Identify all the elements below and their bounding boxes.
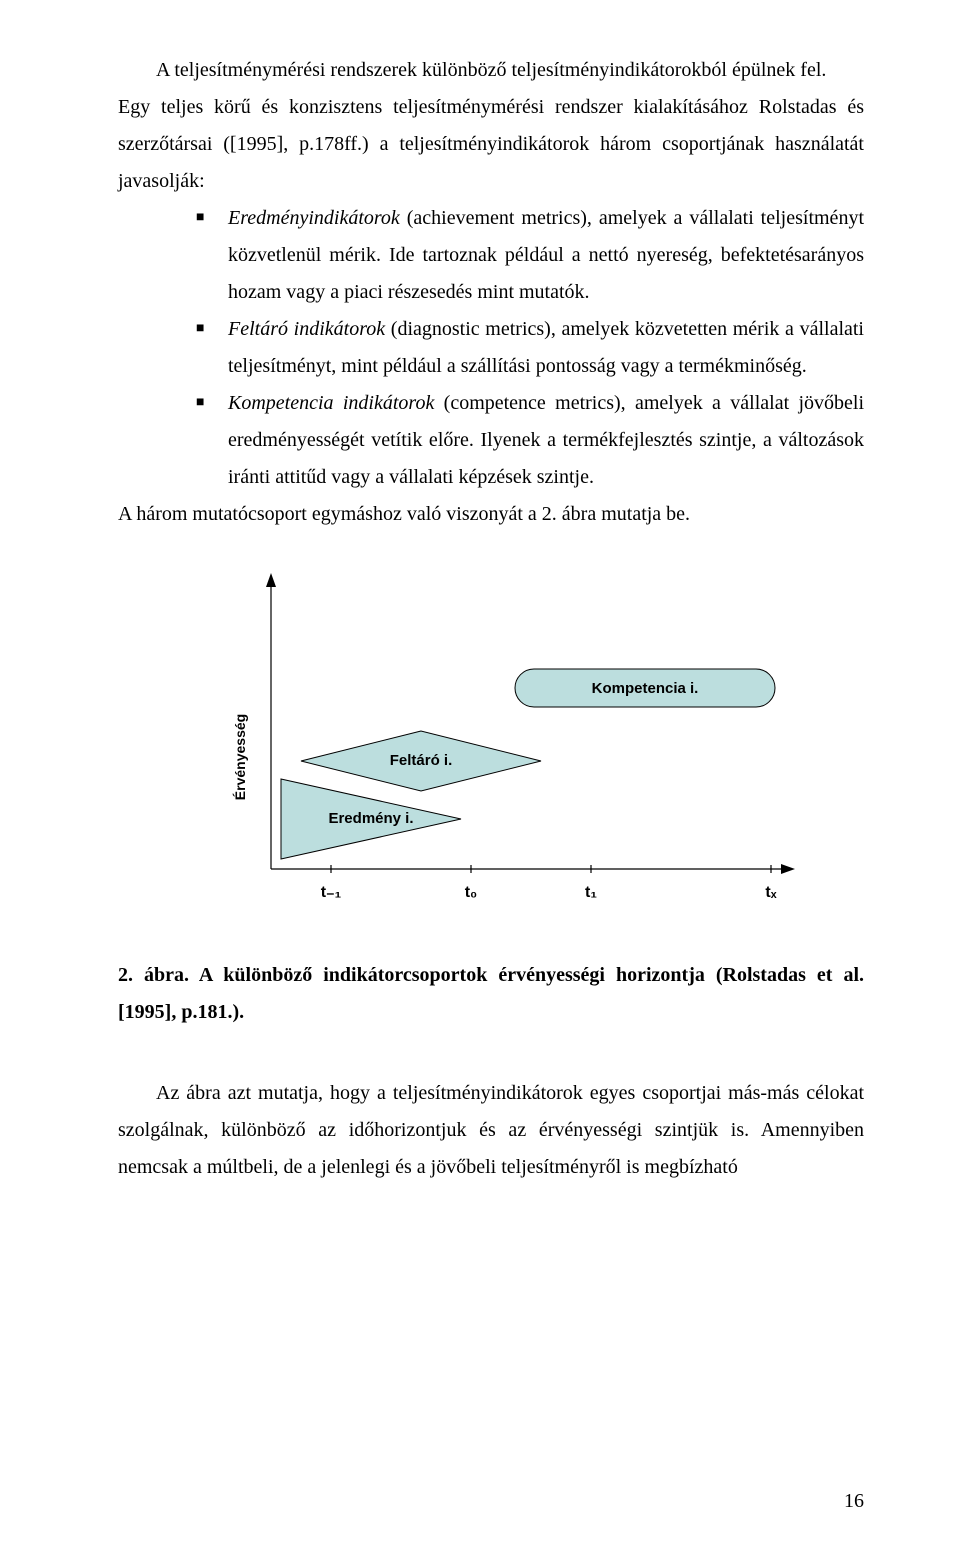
page-container: A teljesítménymérési rendszerek különböz… bbox=[0, 0, 960, 1544]
list-item-term: Kompetencia indikátorok bbox=[228, 392, 434, 414]
list-item-term: Feltáró indikátorok bbox=[228, 318, 385, 340]
paragraph-relation: A három mutatócsoport egymáshoz való vis… bbox=[118, 496, 864, 533]
svg-text:Feltáró i.: Feltáró i. bbox=[390, 752, 453, 769]
page-number: 16 bbox=[844, 1483, 864, 1520]
svg-text:Érvényesség: Érvényesség bbox=[232, 714, 248, 800]
figure-caption: 2. ábra. A különböző indikátorcsoportok … bbox=[118, 957, 864, 1031]
list-item-term: Eredményindikátorok bbox=[228, 207, 400, 229]
svg-text:Eredmény i.: Eredmény i. bbox=[328, 810, 413, 827]
list-item: Feltáró indikátorok (diagnostic metrics)… bbox=[196, 311, 864, 385]
figure-wrapper: Eredmény i. Feltáró i. Kompetencia i. t₋₁ t₀… bbox=[118, 569, 864, 929]
svg-text:t₀: t₀ bbox=[465, 884, 478, 901]
svg-text:tₓ: tₓ bbox=[765, 884, 776, 901]
svg-text:t₋₁: t₋₁ bbox=[321, 884, 342, 901]
paragraph-intro-2: Egy teljes körű és konzisztens teljesítm… bbox=[118, 89, 864, 200]
list-item: Kompetencia indikátorok (competence metr… bbox=[196, 385, 864, 496]
list-item: Eredményindikátorok (achievement metrics… bbox=[196, 200, 864, 311]
indicator-list: Eredményindikátorok (achievement metrics… bbox=[118, 200, 864, 496]
svg-text:Kompetencia i.: Kompetencia i. bbox=[592, 680, 699, 697]
paragraph-explain: Az ábra azt mutatja, hogy a teljesítmény… bbox=[118, 1075, 864, 1186]
paragraph-intro-1: A teljesítménymérési rendszerek különböz… bbox=[118, 52, 864, 89]
figure-diagram: Eredmény i. Feltáró i. Kompetencia i. t₋₁ t₀… bbox=[171, 569, 811, 929]
svg-text:t₁: t₁ bbox=[585, 884, 597, 901]
